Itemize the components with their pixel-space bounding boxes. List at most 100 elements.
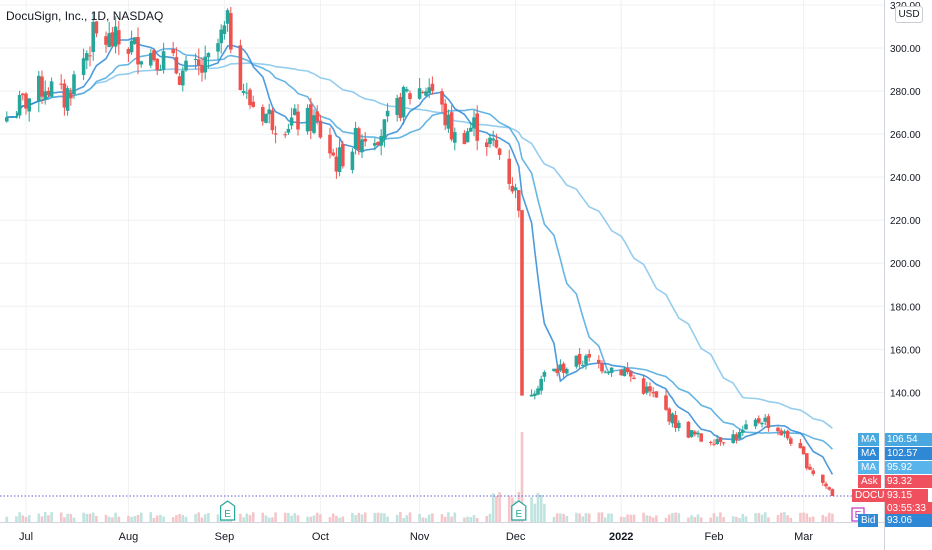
price-tag-value: 93.15 — [885, 489, 928, 502]
candle-body — [85, 53, 89, 61]
volume-bar — [783, 512, 786, 522]
volume-bar — [581, 516, 585, 522]
candle-body — [789, 438, 793, 444]
volume-bar — [651, 517, 655, 522]
volume-bar — [261, 512, 265, 522]
volume-bar — [667, 514, 671, 522]
volume-bar — [405, 515, 409, 522]
candle-body — [113, 26, 118, 47]
price-tag-value: 95.92 — [885, 461, 932, 474]
volume-bar — [200, 517, 204, 522]
y-tick-label: 140.00 — [890, 388, 921, 399]
volume-bar — [696, 514, 700, 522]
candle-body — [533, 393, 537, 396]
volume-bar — [43, 512, 47, 522]
volume-bar — [402, 517, 405, 522]
x-tick-label: Aug — [119, 531, 139, 543]
candles — [5, 6, 835, 497]
candle-body — [494, 139, 499, 148]
volume-bars — [5, 432, 834, 522]
volume-bar — [469, 517, 473, 522]
candle-body — [401, 86, 406, 118]
volume-bar — [485, 515, 489, 522]
currency-button[interactable]: USD — [895, 6, 923, 23]
x-tick-label: Mar — [794, 531, 813, 543]
candle-body — [267, 109, 271, 115]
candle-body — [133, 37, 137, 44]
volume-bar — [248, 515, 252, 522]
volume-bar — [27, 515, 31, 522]
candle-body — [709, 441, 713, 443]
candle-body — [379, 135, 383, 146]
volume-bar — [715, 516, 719, 522]
candle-body — [385, 110, 390, 117]
volume-bar — [360, 514, 364, 522]
candle-body — [645, 386, 649, 393]
volume-bar — [735, 516, 738, 522]
candle-body — [261, 107, 265, 122]
volume-bar — [443, 516, 447, 522]
candle-body — [149, 53, 153, 66]
candle-body — [27, 98, 31, 112]
volume-bar — [107, 516, 111, 522]
earnings-marker[interactable]: E — [511, 500, 527, 521]
volume-bar — [802, 512, 805, 522]
candle-body — [830, 489, 835, 496]
volume-bar — [50, 512, 53, 522]
candle-body — [693, 431, 697, 435]
candle-body — [126, 49, 131, 54]
volume-bar — [290, 515, 293, 522]
volume-bar — [421, 517, 425, 522]
volume-bar — [315, 512, 319, 522]
price-tag-label: MA — [858, 433, 879, 446]
candle-body — [715, 439, 719, 445]
candle-body — [453, 132, 457, 143]
volume-bar — [447, 512, 450, 522]
candle-body — [238, 45, 243, 91]
volume-bar — [63, 517, 66, 522]
volume-bar — [530, 497, 533, 522]
price-tag-value: 106.54 — [885, 433, 932, 446]
candle-body — [216, 43, 220, 52]
candle-body — [293, 108, 297, 115]
candle-body — [443, 103, 447, 126]
candle-body — [757, 418, 761, 423]
volume-bar — [629, 514, 633, 522]
price-tag-ask: Ask 93.32 — [858, 475, 932, 488]
candle-body — [88, 55, 92, 57]
candle-body — [517, 190, 521, 211]
volume-bar — [597, 512, 601, 522]
y-tick-label: 180.00 — [890, 302, 921, 313]
earnings-marker[interactable]: E — [220, 500, 236, 521]
volume-bar — [37, 513, 41, 522]
candle-body — [14, 116, 19, 118]
x-tick-label: 2022 — [609, 531, 633, 543]
candle-body — [821, 474, 825, 483]
candle-body — [398, 96, 403, 119]
candle-body — [309, 104, 313, 131]
earnings-marker-label: E — [224, 509, 231, 520]
candle-body — [424, 91, 428, 96]
volume-bar — [562, 513, 565, 522]
candle-body — [430, 83, 435, 91]
volume-bar — [722, 517, 725, 522]
candle-body — [158, 69, 163, 71]
volume-bar — [194, 514, 197, 522]
volume-bar — [779, 512, 783, 522]
volume-bar — [821, 514, 825, 522]
volume-bar — [789, 517, 793, 522]
candle-body — [49, 81, 54, 97]
volume-bar — [88, 513, 92, 522]
candle-body — [248, 89, 252, 106]
volume-bar — [677, 513, 681, 522]
volume-bar — [328, 517, 332, 522]
volume-bar — [693, 517, 697, 522]
price-tag-label: MA — [858, 461, 879, 474]
volume-bar — [184, 516, 188, 522]
candle-body — [574, 355, 579, 367]
candle-body — [491, 138, 495, 141]
candle-body — [811, 470, 815, 475]
candle-body — [129, 40, 134, 53]
volume-bar — [136, 514, 140, 522]
